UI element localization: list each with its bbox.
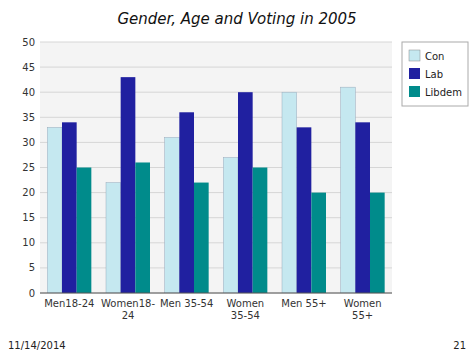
grid-line	[40, 293, 392, 294]
chart: 0 5 10 15 20 25 30 35 40 45 50 Men18-24 Women18-24 Me…	[0, 0, 474, 355]
grid-line	[40, 242, 392, 243]
title: Gender, Age and Voting in 2005	[117, 10, 356, 28]
legend-swatch	[409, 50, 420, 61]
footer-text: 11/14/2014	[8, 340, 66, 351]
x-tick-label: Men 55+	[281, 298, 326, 309]
legend: Con Lab Libdem	[402, 42, 468, 106]
y-tick-label: 40	[22, 87, 35, 98]
bar	[223, 157, 238, 293]
bar	[370, 193, 385, 293]
bar	[179, 112, 194, 293]
bar	[62, 122, 77, 293]
bar	[135, 162, 150, 293]
y-tick-label: 15	[22, 212, 35, 223]
grid-line	[40, 192, 392, 193]
x-tick-label: Women18-24	[101, 298, 155, 321]
y-tick-label: 30	[22, 137, 35, 148]
legend-swatch	[409, 86, 420, 97]
grid-line	[40, 42, 392, 43]
bar	[77, 168, 92, 294]
bar	[194, 183, 209, 293]
x-tick-label-line: Women18-	[101, 298, 155, 309]
x-tick-label-line: Men 35-54	[160, 298, 213, 309]
x-tick-label: Women35-54	[227, 298, 265, 321]
plot-area	[40, 42, 392, 293]
bar	[341, 87, 356, 293]
grid-line	[40, 167, 392, 168]
legend-label: Lab	[425, 69, 443, 80]
x-tick-label: Women55+	[344, 298, 382, 321]
y-tick-label: 20	[22, 187, 35, 198]
x-tick-label-line: Men18-24	[44, 298, 94, 309]
grid-line	[40, 142, 392, 143]
x-tick-label-line: 35-54	[231, 310, 260, 321]
footer-text: 21	[453, 340, 466, 351]
bar	[297, 127, 312, 293]
x-tick-label-line: Women	[344, 298, 382, 309]
bar	[121, 77, 136, 293]
grid-line	[40, 117, 392, 118]
bar	[355, 122, 370, 293]
bar	[165, 137, 180, 293]
grid-line	[40, 92, 392, 93]
bar	[106, 183, 121, 293]
y-tick-label: 45	[22, 62, 35, 73]
bars	[47, 77, 384, 293]
x-tick-label: Men18-24	[44, 298, 94, 309]
bar	[238, 92, 253, 293]
legend-frame	[402, 42, 468, 106]
y-tick-label: 50	[22, 37, 35, 48]
legend-label: Con	[425, 51, 444, 62]
x-tick-label-line: Women	[227, 298, 265, 309]
bar	[282, 92, 297, 293]
x-tick-label-line: 55+	[352, 310, 373, 321]
x-tick-label-line: Men 55+	[281, 298, 326, 309]
grid-line	[40, 67, 392, 68]
bar	[253, 168, 268, 294]
legend-label: Libdem	[425, 87, 462, 98]
x-axis-line	[40, 293, 392, 294]
y-tick-label: 0	[29, 288, 35, 299]
y-tick-label: 10	[22, 237, 35, 248]
bar	[47, 127, 62, 293]
grid-line	[40, 267, 392, 268]
y-tick-label: 25	[22, 162, 35, 173]
legend-swatch	[409, 68, 420, 79]
y-tick-label: 35	[22, 112, 35, 123]
grid-line	[40, 217, 392, 218]
y-tick-label: 5	[29, 262, 35, 273]
x-tick-label-line: 24	[122, 310, 135, 321]
bar	[311, 193, 326, 293]
x-tick-label: Men 35-54	[160, 298, 213, 309]
